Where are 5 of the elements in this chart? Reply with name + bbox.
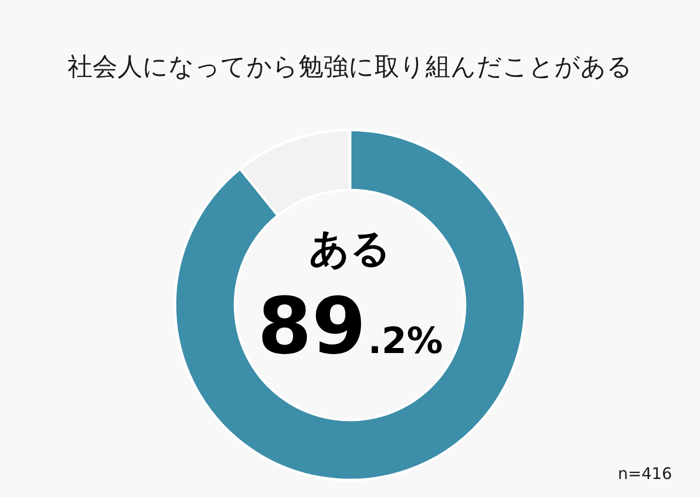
donut-slice [174, 128, 526, 482]
chart-title: 社会人になってから勉強に取り組んだことがある [68, 52, 632, 81]
slice-label: ある [309, 226, 391, 272]
text: n=416 [618, 464, 672, 483]
data-label: 89.2% [257, 282, 443, 372]
